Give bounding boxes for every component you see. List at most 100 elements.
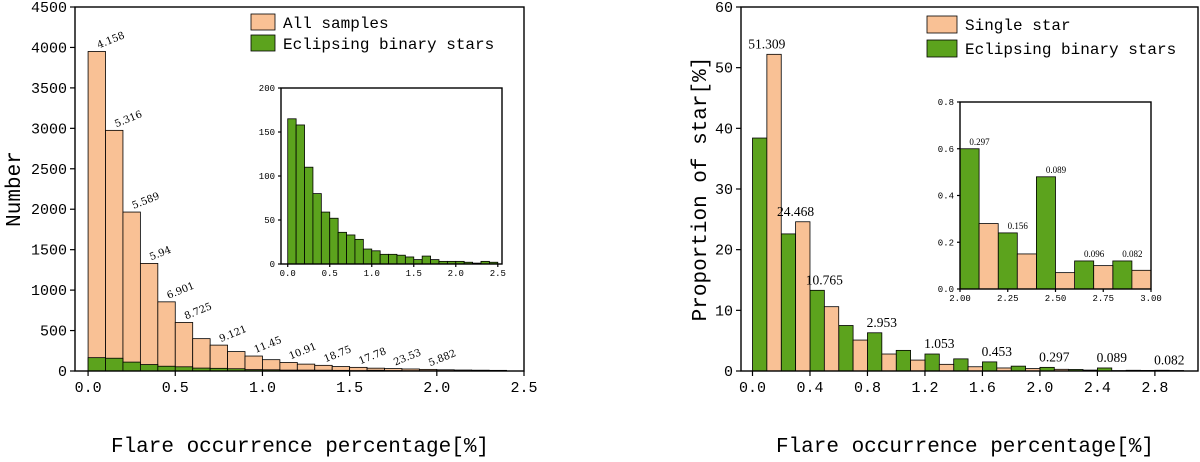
left-data-label: 5.882 (427, 348, 458, 369)
left-y-tick-label: 3500 (31, 81, 67, 98)
left-y-tick-label: 3000 (31, 121, 67, 138)
left-inset-x-tick-label: 0.0 (280, 269, 296, 279)
right-bar-single-star (823, 306, 840, 372)
right-y-tick-label: 30 (715, 182, 733, 199)
right-bar-eclipsing-binary (867, 332, 883, 372)
left-data-label: 10.91 (288, 341, 319, 362)
right-y-tick-label: 10 (715, 303, 733, 320)
right-x-tick-label: 1.6 (969, 380, 996, 397)
right-bar-single-star (795, 221, 811, 372)
left-y-tick-label: 2500 (31, 162, 67, 179)
right-x-tick-label: 0.8 (854, 380, 881, 397)
left-x-tick-label: 0.5 (162, 380, 189, 397)
left-y-tick-label: 1000 (31, 283, 67, 300)
left-y-tick-label: 2000 (31, 202, 67, 219)
right-bar-eclipsing-binary (924, 353, 940, 372)
left-data-label: 4.158 (96, 30, 127, 51)
right-data-label: 0.089 (1097, 350, 1128, 365)
right-bar-eclipsing-binary (809, 289, 825, 372)
right-y-tick-label: 50 (715, 61, 733, 78)
right-bar-eclipsing-binary (752, 137, 768, 372)
right-x-axis-title: Flare occurrence percentage[%] (776, 436, 1154, 459)
right-inset-bar-eclipsing (959, 148, 980, 290)
left-bar-all-samples (105, 129, 124, 372)
right-inset-data-label: 0.082 (1122, 249, 1142, 259)
left-data-label: 8.725 (183, 301, 214, 322)
right-inset-data-label: 0.156 (1008, 221, 1029, 231)
right-inset-data-label: 0.096 (1084, 249, 1105, 259)
left-legend-swatch-all-samples (250, 13, 276, 31)
left-y-tick-label: 0 (58, 364, 67, 381)
left-bar-all-samples (209, 344, 228, 372)
right-data-label: 10.765 (806, 272, 843, 287)
right-inset-x-tick-label: 2.25 (997, 294, 1019, 304)
left-inset-bar (362, 248, 373, 265)
left-inset-y-tick-label: 50 (264, 216, 275, 226)
left-inset-bar (312, 193, 322, 265)
left-x-tick-label: 1.0 (249, 380, 276, 397)
right-data-label: 51.309 (748, 36, 785, 51)
left-inset-bar (304, 166, 314, 265)
right-x-tick-label: 1.2 (911, 380, 938, 397)
left-x-tick-label: 0.0 (75, 380, 102, 397)
left-plot-frame (74, 6, 525, 372)
left-bar-all-samples (174, 322, 194, 372)
right-bar-single-star (910, 359, 926, 372)
left-data-label: 11.45 (253, 335, 284, 356)
left-bar-all-samples (122, 211, 141, 372)
left-inset-x-tick-label: 1.5 (406, 269, 422, 279)
left-y-tick-label: 500 (40, 324, 67, 341)
left-bar-eclipsing-binary (157, 365, 176, 372)
left-legend-swatch-eclipsing (250, 34, 276, 52)
left-data-label: 5.316 (113, 109, 144, 130)
right-data-label: 0.297 (1039, 349, 1070, 364)
right-data-label: 0.082 (1154, 352, 1184, 367)
right-bar-eclipsing-binary (982, 361, 998, 372)
right-inset-data-label: 0.089 (1046, 165, 1067, 175)
right-bar-eclipsing-binary (838, 325, 854, 372)
right-x-tick-label: 0.4 (796, 380, 823, 397)
right-y-tick-label: 60 (715, 0, 733, 17)
left-bar-eclipsing-binary (122, 361, 141, 372)
left-y-axis-title: Number (4, 151, 27, 227)
right-data-label: 1.053 (924, 336, 955, 351)
left-bar-eclipsing-binary (139, 364, 159, 372)
right-x-tick-label: 2.4 (1084, 380, 1111, 397)
left-bar-all-samples (139, 263, 159, 372)
left-inset-bar (346, 234, 356, 265)
right-bar-eclipsing-binary (1010, 365, 1026, 372)
left-bar-eclipsing-binary (105, 357, 124, 372)
left-inset-bar (287, 118, 297, 265)
left-inset-bar (320, 211, 331, 265)
left-bar-all-samples (227, 351, 246, 372)
left-data-label: 6.901 (166, 281, 197, 302)
right-x-tick-label: 2.0 (1026, 380, 1053, 397)
right-legend-swatch-single-star (926, 15, 958, 34)
left-bar-all-samples (87, 51, 106, 372)
right-bar-single-star (881, 353, 897, 372)
left-inset-bar (295, 124, 305, 265)
left-bar-all-samples (262, 359, 281, 372)
left-x-axis-title: Flare occurrence percentage[%] (111, 436, 489, 459)
right-bar-single-star (852, 339, 868, 372)
right-data-label: 2.953 (867, 315, 898, 330)
right-bar-eclipsing-binary (953, 358, 969, 372)
left-bar-all-samples (192, 338, 211, 372)
left-data-label: 9.121 (218, 324, 249, 345)
left-data-label: 5.589 (131, 191, 162, 212)
left-x-tick-label: 2.5 (510, 380, 537, 397)
right-y-tick-label: 0 (724, 364, 733, 381)
right-inset-bar-eclipsing (1112, 260, 1133, 290)
left-inset-x-tick-label: 2.0 (448, 269, 464, 279)
left-y-tick-label: 1500 (31, 243, 67, 260)
left-inset-y-tick-label: 200 (259, 84, 275, 94)
left-inset-bar (371, 250, 381, 265)
right-inset-y-tick-label: 0.0 (938, 285, 954, 295)
right-inset-bar-single-star (1055, 272, 1076, 290)
left-inset-x-tick-label: 2.5 (490, 269, 506, 279)
left-inset-bar (329, 217, 339, 265)
left-legend-label: All samples (283, 15, 389, 33)
right-inset-y-tick-label: 0.2 (938, 238, 954, 248)
right-inset-bar-single-star (978, 223, 999, 290)
